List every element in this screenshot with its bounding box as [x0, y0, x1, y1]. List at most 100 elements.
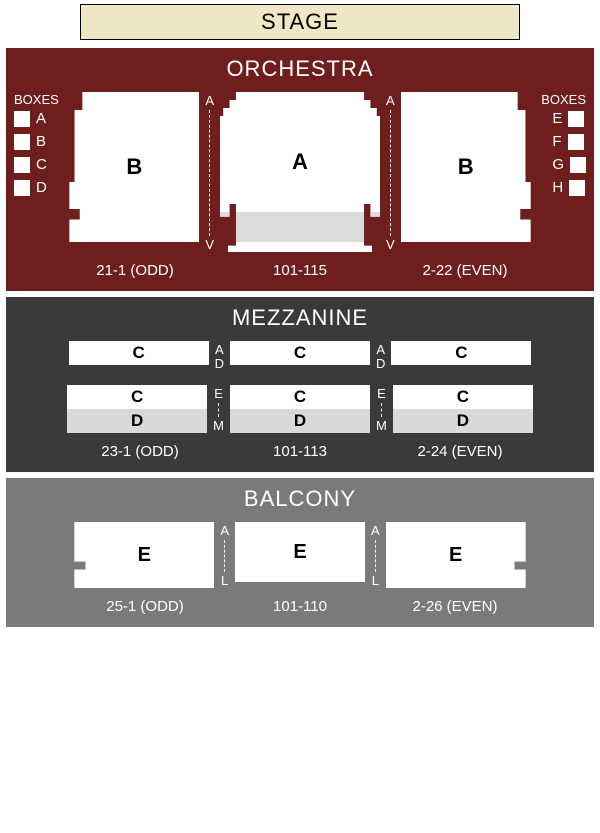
box-icon: [14, 134, 30, 150]
row-end: V: [205, 238, 214, 252]
box-label: C: [36, 156, 47, 173]
mezzanine-row-front: C A D C A D C: [6, 341, 594, 365]
boxes-label-left: BOXES: [14, 92, 59, 107]
sublabel: 2-22 (EVEN): [390, 262, 540, 279]
level-mezzanine: MEZZANINE C A D C A D C C D E M: [6, 297, 594, 472]
row-end: L: [221, 574, 228, 588]
sublabel: 101-110: [225, 598, 375, 615]
box-item: C: [14, 156, 47, 173]
level-title: MEZZANINE: [6, 305, 594, 331]
section-label: B: [458, 154, 474, 180]
dashed-line-icon: [224, 540, 225, 573]
mezzanine-section-left-rear: C D: [67, 385, 207, 433]
stage-label: STAGE: [261, 9, 339, 35]
box-icon: [568, 111, 584, 127]
row-start: A: [205, 94, 214, 108]
section-label: E: [293, 541, 306, 564]
dashed-line-icon: [390, 110, 391, 237]
box-label: A: [36, 110, 46, 127]
orchestra-section-center: A: [220, 92, 380, 252]
box-label: D: [36, 179, 47, 196]
balcony-section-center: E: [235, 522, 365, 582]
sublabel: 101-113: [220, 443, 380, 460]
level-title: BALCONY: [6, 486, 594, 512]
level-orchestra: ORCHESTRA BOXES A B C D BOXES E F G H B …: [6, 48, 594, 291]
row-start: A: [386, 94, 395, 108]
mezzanine-section-left-front: C: [69, 341, 209, 365]
box-label: F: [552, 133, 561, 150]
dashed-line-icon: [381, 403, 382, 418]
box-icon: [570, 157, 586, 173]
box-icon: [568, 134, 584, 150]
section-label: D: [131, 411, 143, 431]
sublabel: 101-115: [210, 262, 390, 279]
balcony-section-left: E: [74, 522, 214, 588]
box-item: D: [14, 179, 47, 196]
orchestra-sublabels: 21-1 (ODD) 101-115 2-22 (EVEN): [6, 262, 594, 279]
sublabel: 2-26 (EVEN): [375, 598, 535, 615]
box-icon: [14, 180, 30, 196]
sublabel: 21-1 (ODD): [60, 262, 210, 279]
row-start: A: [371, 524, 380, 538]
box-label: H: [552, 179, 563, 196]
boxes-label-right: BOXES: [541, 92, 586, 107]
row-end: L: [372, 574, 379, 588]
orchestra-sections: B A V A A V B: [6, 92, 594, 252]
row-range: A D: [370, 341, 391, 365]
mezzanine-section-center-rear: C D: [230, 385, 370, 433]
row-end: D: [215, 357, 224, 371]
dashed-line-icon: [375, 540, 376, 573]
box-item: H: [552, 179, 586, 196]
row-range: A L: [365, 522, 386, 588]
mezzanine-row-rear: C D E M C D E M C D: [6, 385, 594, 433]
box-label: B: [36, 133, 46, 150]
sublabel: 2-24 (EVEN): [380, 443, 540, 460]
mezzanine-sublabels: 23-1 (ODD) 101-113 2-24 (EVEN): [6, 443, 594, 460]
section-label: D: [457, 411, 469, 431]
section-label: C: [294, 387, 306, 407]
orchestra-section-left: B: [69, 92, 199, 242]
box-icon: [569, 180, 585, 196]
level-title: ORCHESTRA: [6, 56, 594, 82]
row-end: M: [213, 419, 224, 433]
section-label: C: [455, 343, 467, 363]
box-item: A: [14, 110, 47, 127]
section-label: C: [457, 387, 469, 407]
row-end: M: [376, 419, 387, 433]
box-icon: [14, 111, 30, 127]
section-label: C: [131, 387, 143, 407]
boxes-right: E F G H: [552, 110, 586, 196]
row-start: A: [220, 524, 229, 538]
stage: STAGE: [80, 4, 520, 40]
box-item: E: [552, 110, 586, 127]
row-start: E: [214, 387, 223, 401]
balcony-sublabels: 25-1 (ODD) 101-110 2-26 (EVEN): [6, 598, 594, 615]
section-band: [220, 212, 380, 242]
section-label: E: [449, 544, 462, 567]
mezzanine-section-right-front: C: [391, 341, 531, 365]
section-label: B: [126, 154, 142, 180]
sublabel: 25-1 (ODD): [65, 598, 225, 615]
row-range: A V: [199, 92, 220, 252]
balcony-sections: E A L E A L E: [6, 522, 594, 588]
row-range: E M: [370, 385, 393, 433]
row-range: A L: [214, 522, 235, 588]
box-icon: [14, 157, 30, 173]
box-label: G: [552, 156, 564, 173]
row-range: A D: [209, 341, 230, 365]
section-label: E: [138, 544, 151, 567]
row-start: A: [215, 343, 224, 357]
dashed-line-icon: [209, 110, 210, 237]
row-start: A: [376, 343, 385, 357]
dashed-line-icon: [218, 403, 219, 418]
mezzanine-section-right-rear: C D: [393, 385, 533, 433]
section-label: C: [132, 343, 144, 363]
level-balcony: BALCONY E A L E A L E 25-1 (ODD) 101-110…: [6, 478, 594, 627]
row-end: D: [376, 357, 385, 371]
seating-chart: STAGE ORCHESTRA BOXES A B C D BOXES E F …: [0, 0, 600, 639]
mezzanine-section-center-front: C: [230, 341, 370, 365]
orchestra-section-right: B: [401, 92, 531, 242]
row-range: A V: [380, 92, 401, 252]
box-item: B: [14, 133, 47, 150]
row-end: V: [386, 238, 395, 252]
